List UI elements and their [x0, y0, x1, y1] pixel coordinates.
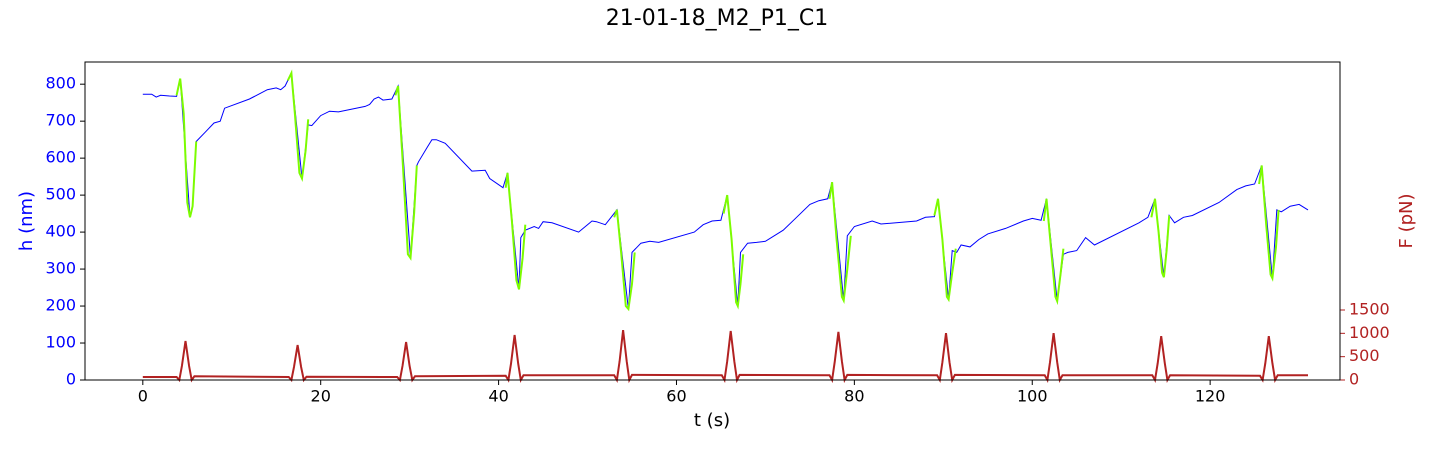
data-line [175, 69, 1280, 312]
y2-tick-label: 500 [1349, 346, 1380, 365]
y-axis-label: h (nm) [16, 191, 37, 251]
x-tick-label: 80 [844, 387, 864, 406]
plot-frame [84, 61, 1341, 381]
y-tick-label: 600 [45, 148, 76, 167]
chart-title: 21-01-18_M2_P1_C1 [606, 6, 828, 31]
y2-tick-label: 1000 [1349, 323, 1390, 342]
y-tick-label: 0 [66, 370, 76, 389]
y2-tick-label: 1500 [1349, 299, 1390, 318]
x-tick-label: 0 [138, 387, 148, 406]
data-line [142, 329, 1308, 384]
data-line [142, 71, 1309, 310]
y-tick-label: 700 [45, 111, 76, 130]
y2-axis-label: F (pN) [1396, 193, 1417, 248]
y-tick-label: 400 [45, 222, 76, 241]
y-tick-label: 300 [45, 259, 76, 278]
x-tick-label: 40 [488, 387, 508, 406]
x-tick-label: 60 [666, 387, 686, 406]
y-tick-label: 200 [45, 296, 76, 315]
y-tick-label: 100 [45, 333, 76, 352]
x-tick-label: 20 [311, 387, 331, 406]
x-axis-label: t (s) [694, 410, 730, 431]
x-tick-label: 120 [1195, 387, 1226, 406]
y2-tick-label: 0 [1349, 370, 1359, 389]
y-tick-label: 800 [45, 74, 76, 93]
x-tick-label: 100 [1017, 387, 1048, 406]
y-tick-label: 500 [45, 185, 76, 204]
